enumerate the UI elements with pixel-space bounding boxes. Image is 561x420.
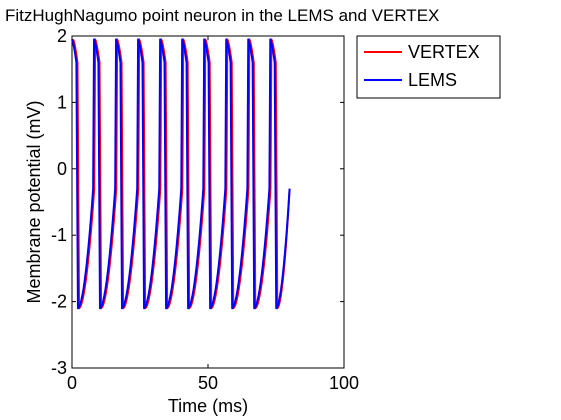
y-tick-label: 1 bbox=[57, 92, 67, 112]
x-tick-label: 100 bbox=[329, 373, 359, 393]
y-tick-label: -3 bbox=[51, 358, 67, 378]
y-tick-label: -1 bbox=[51, 225, 67, 245]
legend-label-lems: LEMS bbox=[408, 70, 457, 90]
tick-layer: 0 50 100 -3 -2 -1 0 1 2 bbox=[51, 26, 359, 393]
series-line-lems bbox=[71, 38, 291, 310]
y-tick-label: -2 bbox=[51, 292, 67, 312]
legend-box bbox=[356, 35, 501, 99]
x-axis-label: Time (ms) bbox=[168, 396, 248, 416]
series-line-vertex bbox=[72, 38, 291, 310]
x-tick-label: 50 bbox=[198, 373, 218, 393]
series-layer bbox=[71, 38, 291, 310]
chart-title: FitzHughNagumo point neuron in the LEMS … bbox=[5, 6, 439, 25]
legend-label-vertex: VERTEX bbox=[408, 42, 480, 62]
y-axis-label: Membrane potential (mV) bbox=[24, 100, 44, 303]
legend: VERTEX LEMS bbox=[356, 35, 501, 99]
y-tick-label: 2 bbox=[57, 26, 67, 46]
x-tick-label: 0 bbox=[67, 373, 77, 393]
y-tick-label: 0 bbox=[57, 159, 67, 179]
plot-area: 0 50 100 -3 -2 -1 0 1 2 bbox=[51, 26, 359, 393]
